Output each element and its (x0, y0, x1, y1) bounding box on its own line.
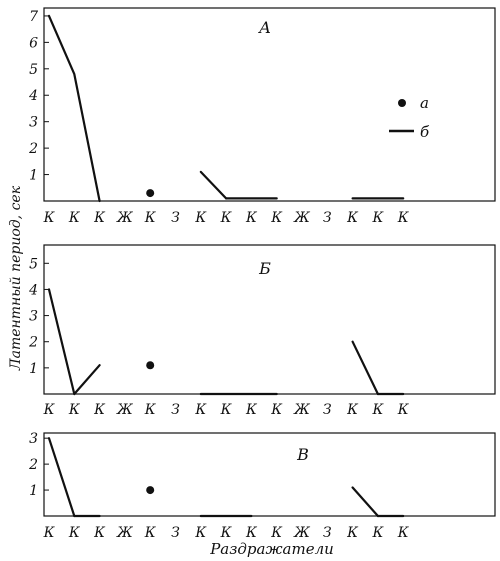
panel-c-point-0 (146, 486, 155, 495)
panel-a-y-ticks: 1 2 3 4 5 6 7 (28, 9, 49, 184)
panel-c-stimulus-label-0: К (43, 525, 56, 541)
panel-b-line-segment-0 (47, 288, 76, 396)
panel-a-stimulus-label-8: К (245, 210, 258, 226)
panel-b-stimulus-label-13: К (371, 402, 384, 418)
panel-c-line-segment-0 (47, 437, 76, 518)
panel-b-marks (47, 288, 405, 396)
panel-c-stimulus-label-12: К (346, 525, 359, 541)
panel-b-stimulus-label-7: К (220, 402, 233, 418)
panel-b-stimulus-label-4: К (144, 402, 157, 418)
panel-c-stimulus-label-2: К (93, 525, 106, 541)
panel-a-frame (43, 7, 496, 202)
legend: а б (389, 94, 430, 141)
panel-c-stimulus-label-8: К (245, 525, 258, 541)
panel-a-y-tick-label-4: 5 (29, 62, 38, 78)
panel-a-stimulus-label-3: Ж (116, 210, 134, 226)
panel-c-line-segment-3 (351, 486, 379, 518)
panel-c-stimulus-label-14: К (397, 525, 410, 541)
panel-b-stimulus-label-0: К (43, 402, 56, 418)
panel-a-stimulus-label-0: К (43, 210, 56, 226)
panel-a-stimulus-label-9: К (270, 210, 283, 226)
panel-a-point-0 (146, 189, 155, 198)
panel-c-stimulus-label-10: Ж (293, 525, 311, 541)
panel-b-y-tick-label-3: 4 (28, 282, 38, 298)
panel-c-y-tick-label-1: 2 (28, 457, 38, 473)
panel-c-frame (43, 432, 496, 517)
panel-a-stimulus-label-2: К (93, 210, 106, 226)
panel-c-marks (47, 437, 405, 518)
panel-b-line-segment-3 (351, 340, 379, 396)
panel-b-y-tick-label-4: 5 (29, 256, 38, 272)
panel-c-stimulus-label-13: К (371, 525, 384, 541)
panel-a-marks (47, 14, 405, 203)
panel-b-stimulus-label-5: З (171, 402, 180, 418)
panel-b-stimulus-label-10: Ж (293, 402, 311, 418)
panel-c-stimulus-label-6: К (194, 525, 207, 541)
panel-a-stimulus-label-14: К (397, 210, 410, 226)
panel-b-stimulus-label-2: К (93, 402, 106, 418)
panel-b-stimulus-label-1: К (68, 402, 81, 418)
panel-b-stimulus-label-12: К (346, 402, 359, 418)
panel-a-y-tick-label-5: 6 (29, 35, 38, 51)
y-axis-label: Латентный период, сек (8, 185, 24, 371)
panel-a-line-segment-1 (199, 170, 228, 200)
panel-a-stimulus-label-6: К (194, 210, 207, 226)
panel-c-stimulus-label-3: Ж (116, 525, 134, 541)
panel-b-stimulus-label-3: Ж (116, 402, 134, 418)
panel-b-line-segment-1 (73, 364, 101, 396)
panel-c-title: В (296, 445, 309, 464)
panel-c-y-ticks: 1 2 3 (28, 431, 49, 499)
legend-item-b-label: б (420, 123, 430, 141)
panel-b-y-tick-label-1: 2 (28, 335, 38, 351)
panel-c-stimulus-label-4: К (144, 525, 157, 541)
panel-a-y-tick-label-1: 2 (28, 141, 38, 157)
panel-a-line-segment-0 (47, 14, 101, 203)
panel-a-stimulus-label-13: К (371, 210, 384, 226)
panel-a-stimulus-label-5: З (171, 210, 180, 226)
panel-a-y-tick-label-6: 7 (29, 9, 38, 25)
panel-c-stimulus-label-5: З (171, 525, 180, 541)
panel-a-stimulus-label-11: З (323, 210, 332, 226)
panel-b-stimulus-label-8: К (245, 402, 258, 418)
panel-b-stimulus-label-14: К (397, 402, 410, 418)
panel-b-stimulus-label-6: К (194, 402, 207, 418)
panel-a-stimulus-label-1: К (68, 210, 81, 226)
panel-b-y-tick-label-2: 3 (29, 309, 38, 325)
panel-a-stimulus-label-12: К (346, 210, 359, 226)
panel-c-stimulus-label-11: З (323, 525, 332, 541)
panel-a-y-tick-label-0: 1 (29, 168, 38, 184)
panel-b-point-0 (146, 361, 155, 370)
legend-item-a-label: а (420, 94, 429, 112)
panel-b-stimulus-label-11: З (323, 402, 332, 418)
panel-a-title: А (258, 18, 271, 37)
panel-a-stimulus-label-10: Ж (293, 210, 311, 226)
panel-a-y-tick-label-2: 3 (29, 115, 38, 131)
panel-a-y-tick-label-3: 4 (28, 88, 38, 104)
panel-c-stimulus-label-7: К (220, 525, 233, 541)
panel-a-stimulus-label-4: К (144, 210, 157, 226)
panel-a-stimulus-label-7: К (220, 210, 233, 226)
panel-b-stimulus-label-9: К (270, 402, 283, 418)
panel-c-stimulus-label-1: К (68, 525, 81, 541)
panel-b-y-ticks: 1 2 3 4 5 (28, 256, 49, 377)
legend-dot-icon (398, 99, 406, 107)
x-axis-label: Раздражатели (209, 540, 334, 558)
panel-b-y-tick-label-0: 1 (29, 361, 38, 377)
panel-c-stimulus-label-9: К (270, 525, 283, 541)
panel-b-title: Б (258, 259, 271, 278)
panel-c-y-tick-label-2: 3 (29, 431, 38, 447)
panel-c-y-tick-label-0: 1 (29, 483, 38, 499)
